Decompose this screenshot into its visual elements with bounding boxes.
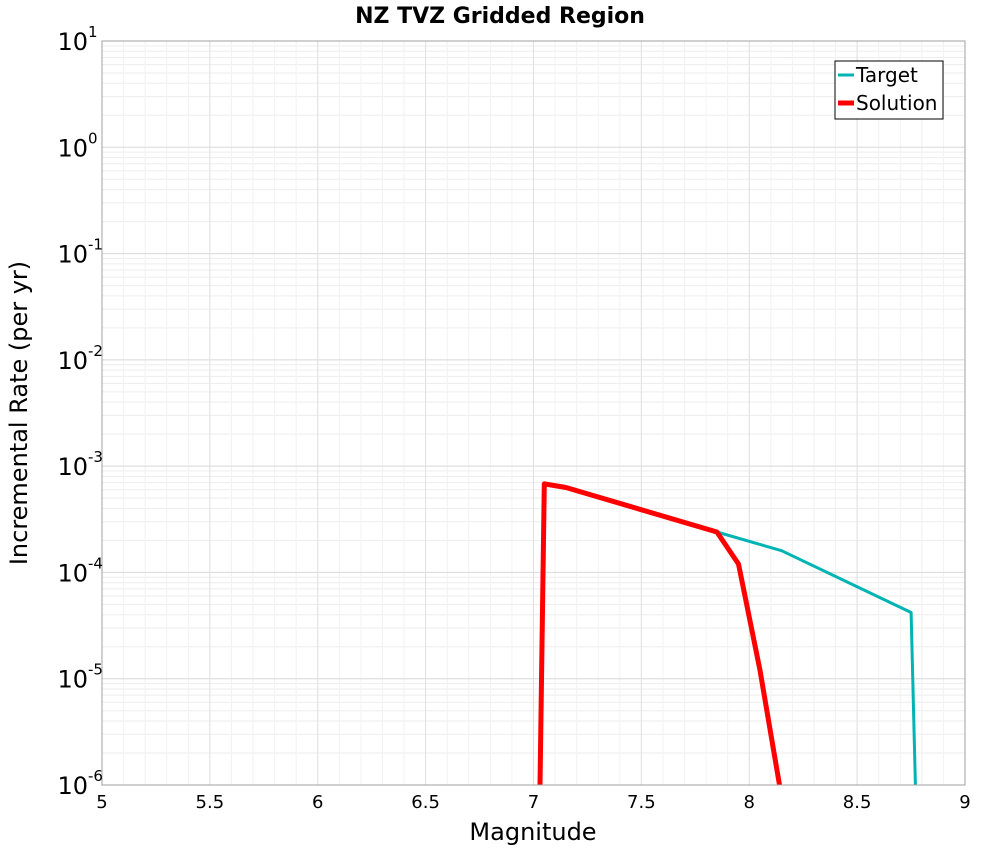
y-tick-label: 10: [57, 772, 88, 800]
y-tick-label: 10: [57, 559, 88, 587]
legend: Target Solution: [834, 60, 944, 120]
y-tick-label: 10: [57, 453, 88, 481]
y-tick-exponent: -2: [88, 342, 103, 360]
y-tick-label: 10: [57, 134, 88, 162]
chart-title: NZ TVZ Gridded Region: [355, 4, 645, 29]
y-tick-label: 10: [57, 666, 88, 694]
x-tick-label: 6.5: [411, 792, 440, 813]
y-tick-exponent: -3: [88, 448, 103, 466]
y-tick-label: 10: [57, 28, 88, 56]
y-tick-exponent: 1: [88, 23, 98, 41]
x-tick-labels: 5 5.5 6 6.5 7 7.5 8 8.5 9: [96, 792, 970, 813]
x-tick-label: 8.5: [843, 792, 872, 813]
x-axis-label: Magnitude: [469, 818, 596, 846]
legend-box: [834, 60, 944, 120]
x-tick-label: 7.5: [627, 792, 656, 813]
plot-frame: [101, 40, 966, 786]
y-tick-exponent: -4: [88, 554, 103, 572]
x-tick-label: 8: [744, 792, 755, 813]
legend-label-target: Target: [855, 63, 918, 87]
legend-label-solution: Solution: [856, 91, 937, 115]
y-tick-exponent: -5: [88, 661, 103, 679]
x-tick-label: 5.5: [196, 792, 225, 813]
series-line-solution: [537, 481, 782, 786]
x-tick-label: 9: [959, 792, 970, 813]
y-tick-exponent: 0: [88, 129, 98, 147]
x-tick-label: 7: [528, 792, 539, 813]
x-tick-label: 5: [96, 792, 107, 813]
y-tick-label: 10: [57, 241, 88, 269]
y-tick-exponent: -6: [88, 767, 103, 785]
y-tick-exponent: -1: [88, 236, 103, 254]
y-tick-label: 10: [57, 347, 88, 375]
series-layer: [537, 481, 917, 786]
x-tick-label: 6: [312, 792, 323, 813]
y-axis-label: Incremental Rate (per yr): [5, 261, 33, 565]
